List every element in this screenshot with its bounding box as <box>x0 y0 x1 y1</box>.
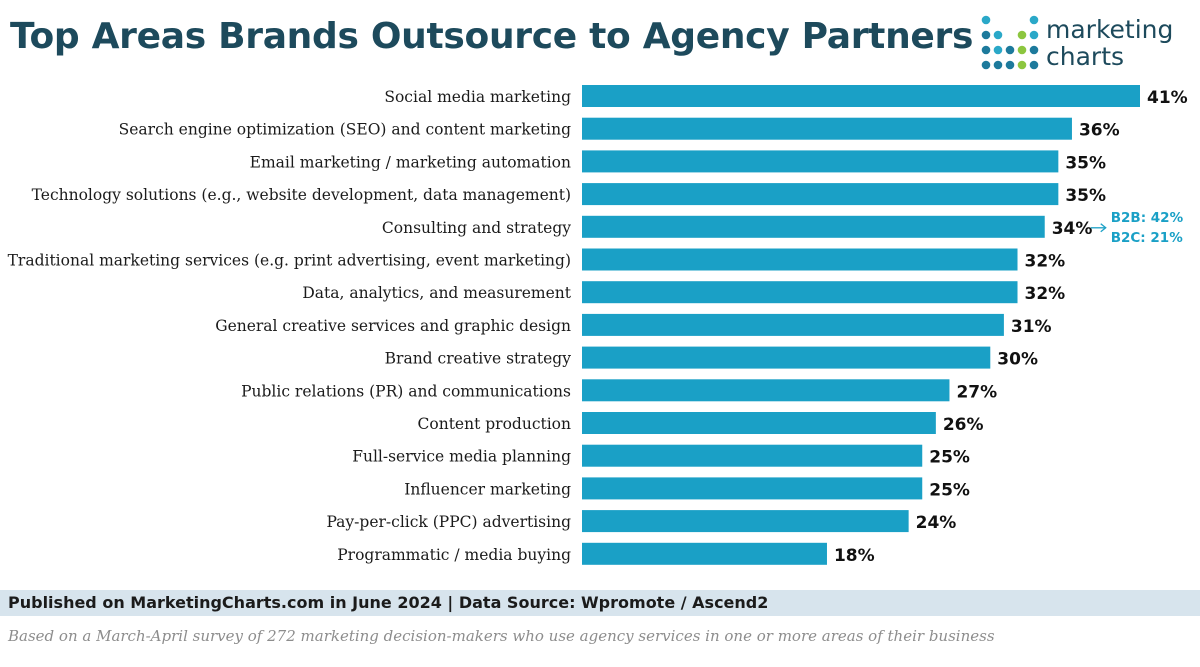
bar <box>582 281 1018 304</box>
category-label: Consulting and strategy <box>382 219 571 237</box>
logo-dot <box>1005 45 1015 55</box>
footer-bar: Published on MarketingCharts.com in June… <box>0 590 1200 616</box>
bar <box>582 412 936 434</box>
logo-dot <box>981 15 991 25</box>
value-label: 25% <box>929 480 970 500</box>
category-label: Influencer marketing <box>404 480 571 498</box>
logo-dot <box>1017 60 1027 70</box>
category-label: Email marketing / marketing automation <box>250 153 571 171</box>
category-label: Search engine optimization (SEO) and con… <box>119 121 571 139</box>
bar <box>582 215 1045 238</box>
annotation-arrowhead <box>1100 223 1107 233</box>
dot-grid-logo-icon <box>981 15 1039 70</box>
category-label: Pay-per-click (PPC) advertising <box>326 513 571 531</box>
value-label: 35% <box>1065 153 1106 173</box>
value-label: 41% <box>1147 88 1188 108</box>
bar-chart: Social media marketing 41% Search engine o… <box>8 85 1188 566</box>
logo-dot <box>1029 45 1039 55</box>
bar <box>582 248 1018 271</box>
logo-dot <box>1005 60 1015 70</box>
bar <box>582 150 1059 173</box>
value-label: 18% <box>834 546 875 566</box>
logo-dot <box>1017 30 1027 40</box>
category-label: General creative services and graphic de… <box>215 317 571 335</box>
logo-dot <box>1017 45 1027 55</box>
logo-dot <box>981 30 991 40</box>
logo-dot <box>1029 30 1039 40</box>
logo-line-1: marketing <box>1046 15 1174 44</box>
value-label: 31% <box>1011 317 1052 337</box>
category-label: Technology solutions (e.g., website deve… <box>32 186 571 204</box>
logo-dot <box>1029 60 1039 70</box>
annotation-text: B2C: 21% <box>1111 230 1183 246</box>
logo-dot <box>993 45 1003 55</box>
value-label: 34% <box>1052 219 1093 239</box>
category-label: Data, analytics, and measurement <box>302 284 571 302</box>
bar <box>582 85 1140 107</box>
value-label: 24% <box>916 513 957 533</box>
category-label: Brand creative strategy <box>385 350 572 368</box>
logo-dot <box>1029 15 1039 25</box>
published-source-line: Published on MarketingCharts.com in June… <box>8 593 769 612</box>
bar <box>582 183 1059 206</box>
bar <box>582 510 909 533</box>
value-label: 32% <box>1025 252 1066 272</box>
value-label: 32% <box>1025 284 1066 304</box>
category-label: Social media marketing <box>384 88 571 106</box>
category-label: Content production <box>418 415 571 433</box>
bar <box>582 346 991 369</box>
logo-dot <box>993 30 1003 40</box>
bar <box>582 313 1004 336</box>
logo-dot <box>981 45 991 55</box>
bar <box>582 379 950 402</box>
category-label: Programmatic / media buying <box>337 546 571 564</box>
value-label: 36% <box>1079 121 1120 141</box>
bar <box>582 444 923 467</box>
annotation-text: B2B: 42% <box>1111 210 1184 226</box>
logo-dot <box>993 60 1003 70</box>
logo-line-2: charts <box>1046 42 1125 71</box>
page-title: Top Areas Brands Outsource to Agency Par… <box>10 16 974 57</box>
logo-dot <box>981 60 991 70</box>
category-label: Traditional marketing services (e.g. pri… <box>8 252 571 270</box>
logo-wordmark: marketing charts <box>1046 16 1173 70</box>
bar <box>582 542 827 565</box>
survey-footnote: Based on a March-April survey of 272 mar… <box>8 627 995 645</box>
marketing-charts-logo: marketing charts <box>980 14 1195 76</box>
value-label: 30% <box>997 350 1038 370</box>
value-label: 25% <box>929 448 970 468</box>
bar <box>582 477 923 500</box>
value-label: 27% <box>956 382 997 402</box>
bar <box>582 117 1072 140</box>
value-label: 26% <box>943 415 984 435</box>
category-label: Full-service media planning <box>352 448 571 466</box>
category-label: Public relations (PR) and communications <box>241 382 571 400</box>
value-label: 35% <box>1065 186 1106 206</box>
